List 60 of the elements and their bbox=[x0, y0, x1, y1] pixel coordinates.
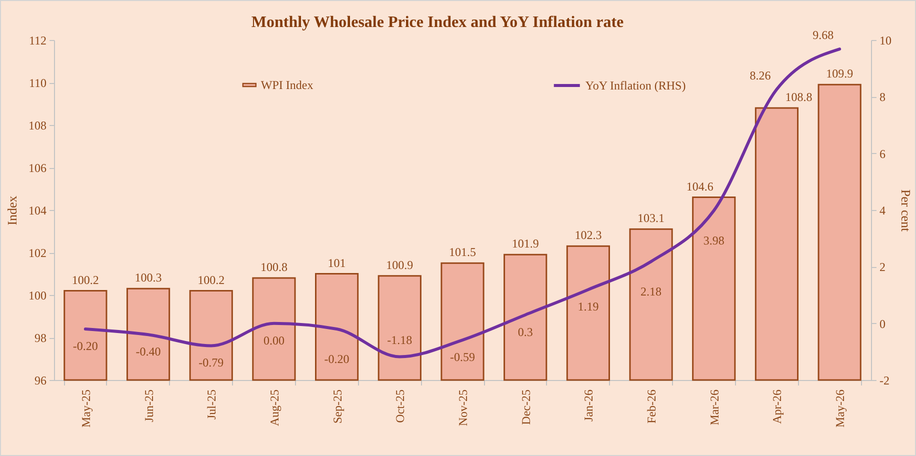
y-tick-label: 110 bbox=[28, 76, 46, 90]
x-tick-label: Sep-25 bbox=[330, 390, 344, 424]
data-label: 101.9 bbox=[512, 236, 539, 251]
data-label: 102.3 bbox=[574, 228, 602, 242]
x-tick-label: Nov-25 bbox=[456, 390, 470, 426]
data-label: -0.79 bbox=[198, 356, 224, 370]
data-label: 1.19 bbox=[578, 300, 599, 314]
data-label: 2.18 bbox=[640, 284, 662, 299]
y2-tick-label: 8 bbox=[880, 90, 886, 104]
x-tick-label: Mar-26 bbox=[707, 390, 722, 426]
y2-axis-title: Per cent bbox=[898, 189, 914, 232]
chart-title: Monthly Wholesale Price Index and YoY Inflation rate bbox=[251, 14, 624, 31]
y-tick-label: 112 bbox=[28, 34, 46, 48]
data-label: 9.68 bbox=[812, 28, 834, 42]
data-label: -0.20 bbox=[324, 352, 350, 366]
data-label: 3.98 bbox=[703, 234, 724, 248]
data-label: 109.9 bbox=[826, 66, 854, 81]
data-label: 101 bbox=[328, 256, 346, 270]
x-tick-label: Jul-25 bbox=[204, 390, 219, 420]
data-label: -0.20 bbox=[72, 339, 98, 353]
y-tick-label: 106 bbox=[28, 161, 46, 175]
y-axis-title: Index bbox=[4, 195, 20, 226]
data-label: 100.2 bbox=[72, 272, 99, 287]
y2-tick-label: 10 bbox=[880, 34, 892, 48]
y2-tick-label: 4 bbox=[880, 204, 886, 218]
x-tick-label: Feb-26 bbox=[644, 390, 659, 424]
x-tick-label: Dec-25 bbox=[518, 390, 533, 425]
y2-tick-label: 2 bbox=[880, 260, 886, 274]
data-label: 100.3 bbox=[134, 270, 162, 285]
y-tick-label: 102 bbox=[28, 246, 46, 260]
y-tick-label: 96 bbox=[34, 374, 46, 388]
x-tick-label: May-25 bbox=[78, 390, 93, 428]
data-label: 0.00 bbox=[263, 333, 284, 348]
y-tick-label: 100 bbox=[28, 288, 46, 302]
x-tick-label: Jun-25 bbox=[142, 390, 156, 422]
legend-label: YoY Inflation (RHS) bbox=[585, 78, 686, 92]
data-label: 104.6 bbox=[686, 179, 714, 194]
x-tick-label: Apr-26 bbox=[770, 390, 784, 424]
data-label: 100.8 bbox=[260, 260, 288, 274]
data-label: 108.8 bbox=[785, 90, 812, 104]
data-label: 8.26 bbox=[750, 68, 771, 82]
y2-tick-label: 6 bbox=[880, 146, 886, 161]
data-label: -0.59 bbox=[450, 350, 475, 364]
x-tick-label: Oct-25 bbox=[393, 390, 408, 423]
x-tick-label: Jan-26 bbox=[582, 390, 596, 422]
x-tick-label: Aug-25 bbox=[267, 390, 282, 426]
data-label: 103.1 bbox=[638, 211, 665, 226]
y-tick-label: 108 bbox=[28, 118, 46, 132]
legend-label: WPI Index bbox=[260, 78, 314, 92]
y2-tick-label: -2 bbox=[880, 374, 890, 388]
y2-tick-label: 0 bbox=[880, 316, 886, 331]
data-label: 101.5 bbox=[449, 245, 476, 260]
y-tick-label: 104 bbox=[28, 204, 46, 218]
data-label: 100.9 bbox=[386, 258, 414, 272]
data-label: 0.3 bbox=[518, 324, 533, 339]
data-label: -0.40 bbox=[136, 344, 161, 359]
y-tick-label: 98 bbox=[34, 331, 46, 345]
data-label: -1.18 bbox=[387, 332, 412, 347]
data-label: 100.2 bbox=[198, 272, 225, 287]
x-tick-label: May-26 bbox=[833, 390, 848, 428]
